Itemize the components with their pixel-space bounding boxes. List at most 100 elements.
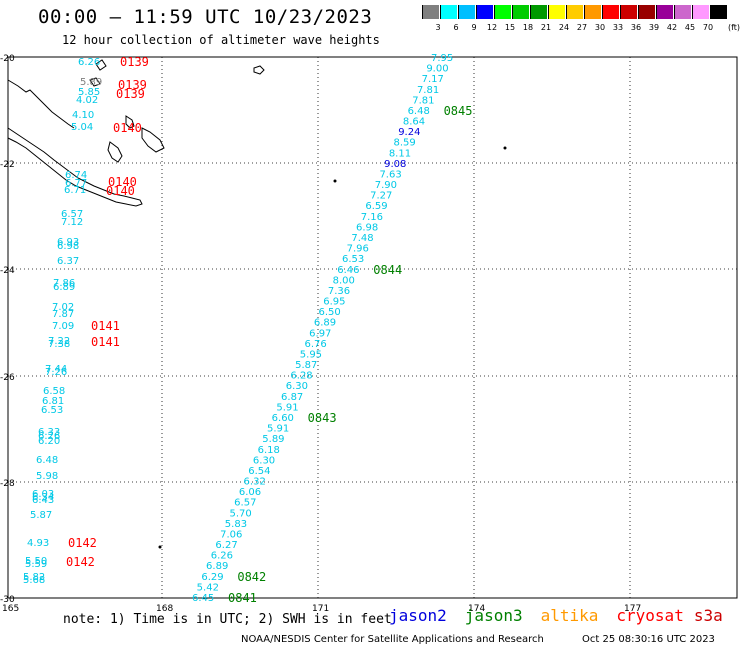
lon-label: 177 — [624, 604, 641, 614]
scale-label: 6 — [453, 23, 459, 32]
swh-value: 6.59 — [365, 201, 387, 212]
scale-swatch — [584, 5, 601, 19]
scale-swatch — [656, 5, 673, 19]
satellite-legend-s3a: s3a — [693, 606, 723, 625]
satellite-legend-jason3: jason3 — [464, 606, 523, 625]
lat-label: -26 — [0, 373, 15, 383]
swh-value: 6.48 — [36, 455, 58, 466]
scale-swatch — [422, 5, 439, 19]
scale-swatch — [458, 5, 475, 19]
swh-value: 6.58 — [43, 386, 65, 397]
coastline — [89, 77, 101, 87]
swh-value: 6.06 — [239, 487, 261, 498]
island — [158, 545, 162, 549]
scale-swatch — [476, 5, 493, 19]
swh-value: 9.00 — [426, 64, 448, 75]
swh-value: 7.81 — [412, 95, 434, 106]
coastline — [253, 65, 265, 75]
swh-value: 6.95 — [323, 297, 345, 308]
swh-value: 5.83 — [225, 519, 247, 530]
swh-value: 7.02 — [52, 302, 74, 313]
swh-value: 6.46 — [337, 265, 359, 276]
map-frame — [7, 56, 738, 599]
swh-value: 7.27 — [370, 191, 392, 202]
scale-label: 42 — [666, 23, 678, 32]
scale-swatch — [638, 5, 655, 19]
swh-value: 6.74 — [65, 170, 87, 181]
swh-value: 7.17 — [422, 74, 444, 85]
lon-label: 165 — [2, 604, 19, 614]
scale-swatch — [674, 5, 691, 19]
swh-value: 7.90 — [375, 180, 397, 191]
scale-label: 36 — [630, 23, 642, 32]
scale-swatch — [548, 5, 565, 19]
swh-value: 6.60 — [272, 413, 294, 424]
swh-value: 6.26 — [38, 431, 60, 442]
satellite-legend-altika: altika — [540, 606, 599, 625]
pass-time-label: 0843 — [308, 411, 337, 425]
swh-value: 6.28 — [290, 371, 312, 382]
scale-swatch — [494, 5, 511, 19]
swh-value: 7.87 — [52, 309, 74, 320]
coastline — [141, 127, 165, 153]
scale-swatch — [440, 5, 457, 19]
swh-value: 7.16 — [361, 212, 383, 223]
swh-value: 6.27 — [215, 540, 237, 551]
swh-value: 6.81 — [42, 396, 64, 407]
scale-swatch — [566, 5, 583, 19]
pass-time-label: 0141 — [91, 319, 120, 333]
satellite-legend-jason2: jason2 — [389, 606, 447, 625]
coastline — [125, 115, 135, 129]
swh-value: 7.63 — [379, 169, 401, 180]
swh-value: 7.06 — [220, 529, 242, 540]
scale-label: 33 — [612, 23, 624, 32]
scale-swatch — [620, 5, 637, 19]
swh-value: 5.89 — [80, 77, 102, 88]
swh-value: 7.81 — [417, 85, 439, 96]
swh-value: 6.33 — [38, 427, 60, 438]
scale-swatch — [512, 5, 529, 19]
lat-label: -28 — [0, 479, 15, 489]
swh-value: 5.82 — [23, 572, 45, 583]
map-subtitle: 12 hour collection of altimeter wave hei… — [62, 33, 380, 47]
scale-unit: (ft) — [727, 23, 740, 32]
coastline — [7, 127, 143, 207]
scale-label: 39 — [648, 23, 660, 32]
swh-value: 5.87 — [30, 510, 52, 521]
pass-time-label: 0142 — [66, 555, 95, 569]
swh-value: 5.68 — [23, 575, 45, 586]
swh-value: 6.29 — [201, 572, 223, 583]
pass-time-label: 0140 — [108, 175, 137, 189]
swh-value: 6.54 — [248, 466, 270, 477]
scale-swatch — [602, 5, 619, 19]
swh-value: 5.42 — [197, 582, 219, 593]
scale-label: 45 — [684, 23, 696, 32]
pass-time-label: 0845 — [444, 104, 473, 118]
scale-label: 15 — [504, 23, 516, 32]
swh-value: 7.22 — [48, 336, 70, 347]
swh-value: 4.10 — [72, 110, 94, 121]
pass-time-label: 0842 — [237, 570, 266, 584]
swh-value: 7.48 — [351, 233, 373, 244]
scale-label: 18 — [522, 23, 534, 32]
scale-label: 30 — [594, 23, 606, 32]
coastline — [95, 59, 107, 71]
swh-value: 6.26 — [211, 551, 233, 562]
swh-value: 6.30 — [253, 455, 275, 466]
swh-value: 6.57 — [234, 498, 256, 509]
swh-value: 6.43 — [32, 495, 54, 506]
pass-time-label: 0142 — [68, 536, 97, 550]
swh-value: 6.71 — [64, 185, 86, 196]
swh-value: 6.97 — [309, 328, 331, 339]
swh-value: 5.87 — [295, 360, 317, 371]
scale-swatch — [710, 5, 727, 19]
swh-value: 5.91 — [276, 402, 298, 413]
swh-value: 5.95 — [300, 349, 322, 360]
swh-value: 6.20 — [38, 436, 60, 447]
swh-value: 7.09 — [52, 321, 74, 332]
pass-time-label: 0140 — [106, 184, 135, 198]
scale-label: 21 — [540, 23, 552, 32]
pass-time-label: 0841 — [228, 591, 257, 605]
swh-value: 4.02 — [76, 95, 98, 106]
swh-value: 5.89 — [262, 434, 284, 445]
